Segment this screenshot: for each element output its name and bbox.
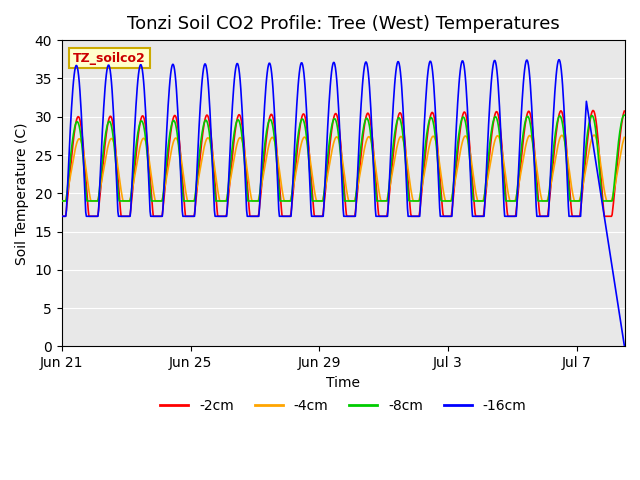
Title: Tonzi Soil CO2 Profile: Tree (West) Temperatures: Tonzi Soil CO2 Profile: Tree (West) Temp… <box>127 15 560 33</box>
Text: TZ_soilco2: TZ_soilco2 <box>73 51 146 64</box>
X-axis label: Time: Time <box>326 376 360 390</box>
Legend: -2cm, -4cm, -8cm, -16cm: -2cm, -4cm, -8cm, -16cm <box>155 393 532 419</box>
Y-axis label: Soil Temperature (C): Soil Temperature (C) <box>15 122 29 264</box>
